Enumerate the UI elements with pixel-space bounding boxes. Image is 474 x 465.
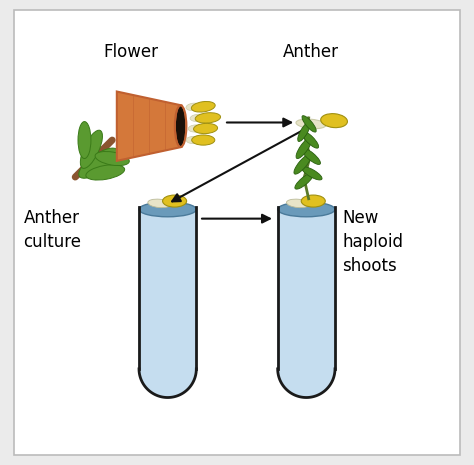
Ellipse shape (278, 202, 335, 217)
Ellipse shape (186, 137, 200, 144)
Text: Anther: Anther (283, 43, 339, 61)
Ellipse shape (79, 148, 118, 178)
Ellipse shape (301, 195, 325, 207)
Ellipse shape (298, 122, 310, 141)
Ellipse shape (191, 135, 215, 145)
Ellipse shape (81, 130, 102, 168)
Ellipse shape (148, 199, 171, 208)
Ellipse shape (286, 199, 310, 208)
Ellipse shape (78, 121, 91, 159)
Ellipse shape (296, 137, 312, 159)
Ellipse shape (191, 101, 215, 112)
Text: New
haploid
shoots: New haploid shoots (342, 209, 403, 275)
Text: Flower: Flower (103, 43, 158, 61)
Ellipse shape (296, 119, 326, 129)
Ellipse shape (190, 114, 205, 121)
Polygon shape (117, 92, 182, 161)
Text: Anther
culture: Anther culture (23, 209, 82, 251)
Ellipse shape (86, 165, 125, 180)
Ellipse shape (139, 202, 196, 217)
Ellipse shape (321, 113, 347, 128)
Polygon shape (278, 207, 335, 398)
Ellipse shape (301, 131, 319, 148)
FancyBboxPatch shape (14, 10, 460, 455)
Ellipse shape (302, 167, 322, 180)
Polygon shape (139, 207, 196, 398)
Ellipse shape (186, 103, 200, 111)
Ellipse shape (195, 113, 220, 123)
Ellipse shape (175, 106, 186, 146)
Ellipse shape (295, 173, 313, 189)
Ellipse shape (302, 116, 316, 132)
Ellipse shape (188, 125, 202, 132)
Ellipse shape (95, 152, 129, 166)
Ellipse shape (294, 154, 311, 174)
Ellipse shape (163, 195, 187, 207)
Ellipse shape (301, 148, 320, 165)
Ellipse shape (193, 123, 218, 133)
